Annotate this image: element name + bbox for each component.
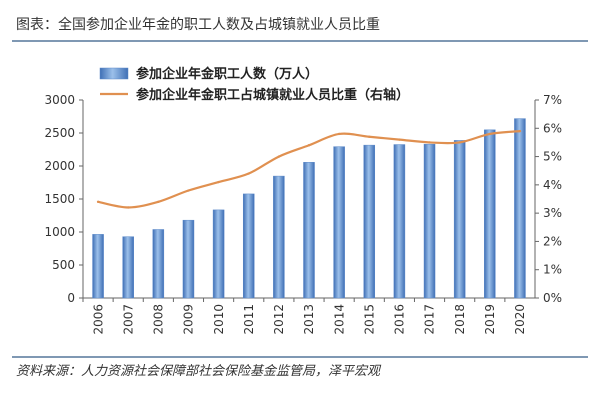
right-tick-label: 1% (543, 263, 562, 277)
left-tick-label: 3000 (44, 93, 75, 107)
right-tick-label: 2% (543, 234, 562, 248)
bar-2008 (152, 229, 165, 299)
bar-2013 (303, 162, 315, 299)
bar-2011 (242, 193, 255, 299)
right-tick-label: 3% (543, 206, 562, 220)
x-tick-label: 2015 (362, 304, 376, 335)
bar-2012 (273, 175, 285, 299)
ratio-point-2018 (458, 141, 461, 144)
title-rule (12, 40, 588, 42)
ratio-point-2014 (337, 132, 341, 136)
bar-2006 (92, 234, 104, 299)
right-tick-label: 7% (543, 93, 562, 107)
right-tick-label: 4% (543, 178, 562, 192)
ratio-point-2007 (127, 206, 130, 209)
bar-2009 (182, 219, 195, 299)
bar-2017 (423, 143, 436, 299)
right-tick-label: 5% (543, 150, 562, 164)
x-tick-label: 2019 (483, 304, 497, 335)
right-tick-label: 6% (543, 121, 562, 135)
source-rule (12, 356, 588, 358)
ratio-point-2009 (187, 189, 190, 192)
bar-2019 (484, 129, 496, 299)
x-tick-label: 2009 (182, 304, 196, 335)
left-tick-label: 2000 (44, 159, 75, 173)
ratio-point-2020 (518, 129, 522, 133)
bar-2014 (333, 146, 345, 299)
left-tick-label: 500 (52, 258, 75, 272)
left-tick-label: 1000 (44, 225, 75, 239)
bar-2018 (453, 140, 466, 299)
x-tick-label: 2012 (272, 304, 286, 335)
ratio-point-2008 (157, 200, 160, 204)
x-tick-label: 2010 (212, 304, 226, 335)
ratio-point-2019 (488, 132, 491, 136)
x-tick-label: 2013 (302, 304, 316, 335)
ratio-point-2012 (277, 155, 281, 158)
bar-2016 (393, 144, 406, 299)
ratio-point-2011 (247, 172, 250, 175)
left-tick-label: 1500 (44, 192, 75, 206)
bar-2015 (363, 144, 376, 299)
bar-2010 (212, 209, 225, 299)
bar-2007 (122, 236, 134, 299)
right-tick-label: 0% (543, 291, 562, 305)
x-tick-label: 2007 (121, 304, 135, 335)
bar-2020 (514, 118, 526, 299)
ratio-point-2006 (96, 200, 100, 204)
ratio-point-2016 (398, 138, 401, 141)
ratio-point-2013 (307, 144, 311, 147)
x-tick-label: 2020 (513, 304, 527, 335)
x-tick-label: 2016 (393, 304, 407, 335)
ratio-point-2015 (368, 135, 371, 138)
ratio-point-2017 (428, 141, 431, 144)
x-tick-label: 2018 (453, 304, 467, 335)
legend-line-label: 参加企业年金职工占城镇就业人员比重（右轴） (136, 87, 409, 103)
left-tick-label: 2500 (44, 126, 75, 140)
legend-bar-label: 参加企业年金职工人数（万人） (136, 66, 318, 82)
left-tick-label: 0 (67, 291, 75, 305)
x-tick-label: 2014 (332, 304, 346, 335)
x-tick-label: 2008 (152, 304, 166, 335)
page-title: 图表：全国参加企业年金的职工人数及占城镇就业人员比重 (16, 17, 380, 33)
legend-bar-swatch (99, 67, 129, 80)
x-tick-label: 2017 (423, 304, 437, 335)
x-tick-label: 2011 (242, 304, 256, 335)
x-tick-label: 2006 (91, 304, 105, 335)
ratio-point-2010 (217, 180, 220, 184)
source-note: 资料来源：人力资源社会保障部社会保险基金监管局，泽平宏观 (16, 364, 381, 379)
